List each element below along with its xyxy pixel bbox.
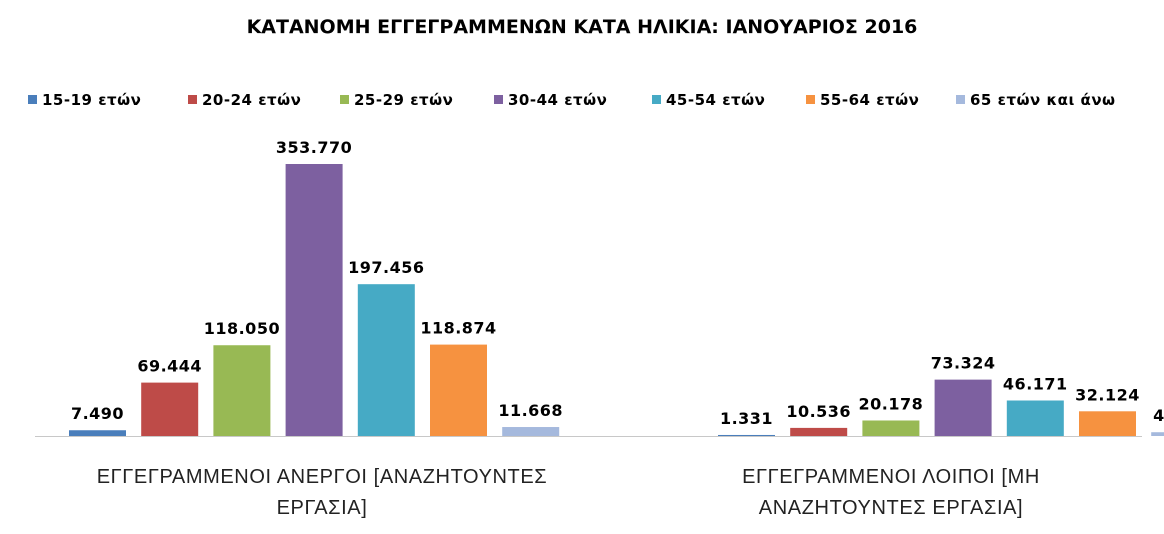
legend-swatch: [188, 95, 197, 104]
legend-label: 15-19 ετών: [42, 91, 141, 109]
bar: [430, 344, 487, 436]
legend-swatch: [494, 95, 503, 104]
category-label: ΕΡΓΑΣΙΑ]: [277, 497, 368, 519]
legend-swatch: [28, 95, 37, 104]
bar: [862, 420, 920, 436]
bar: [141, 382, 199, 436]
bar: [69, 430, 126, 436]
bar: [357, 284, 415, 436]
legend-swatch: [340, 95, 349, 104]
bar: [213, 345, 271, 436]
category-label: ΑΝΑΖΗΤΟΥΝΤΕΣ ΕΡΓΑΣΙΑ]: [759, 497, 1023, 519]
data-label: 1.331: [720, 409, 773, 428]
data-label: 73.324: [931, 354, 996, 373]
data-label: 69.444: [137, 357, 202, 376]
legend-label: 25-29 ετών: [354, 91, 453, 109]
legend-label: 30-44 ετών: [508, 91, 607, 109]
legend-swatch: [956, 95, 965, 104]
bar: [502, 427, 560, 436]
chart-title: ΚΑΤΑΝΟΜΗ ΕΓΓΕΓΡΑΜΜΕΝΩΝ ΚΑΤΑ ΗΛΙΚΙΑ: ΙΑΝΟ…: [247, 16, 918, 38]
legend-swatch: [652, 95, 661, 104]
data-label: 197.456: [348, 258, 424, 277]
data-label: 118.050: [204, 319, 280, 338]
bar: [1006, 400, 1064, 436]
bar: [934, 379, 992, 436]
legend-label: 65 ετών και άνω: [970, 91, 1116, 109]
category-axis: ΕΓΓΕΓΡΑΜΜΕΝΟΙ ΑΝΕΡΓΟΙ [ΑΝΑΖΗΤΟΥΝΤΕΣ ΕΡΓΑΣ…: [97, 466, 1040, 519]
legend: 15-19 ετών 20-24 ετών 25-29 ετών 30-44 ετών…: [28, 91, 1116, 109]
bar: [790, 427, 848, 436]
data-label: 32.124: [1075, 385, 1140, 404]
data-label: 10.536: [786, 402, 851, 421]
data-label: 118.874: [420, 319, 496, 338]
bar: [718, 434, 775, 436]
legend-label: 55-64 ετών: [820, 91, 919, 109]
bar: [1079, 411, 1136, 436]
data-label: 46.171: [1003, 375, 1068, 394]
bar: [285, 164, 343, 436]
legend-label: 20-24 ετών: [202, 91, 301, 109]
bar: [1151, 432, 1164, 436]
data-label: 11.668: [498, 401, 563, 420]
data-label: 7.490: [71, 404, 124, 423]
legend-label: 45-54 ετών: [666, 91, 765, 109]
data-label: 4.921: [1153, 406, 1164, 425]
data-label: 353.770: [276, 138, 352, 157]
plot-area: 7.490 1.331 69.444 10.536 118.050 20.178 353.7…: [69, 138, 1164, 436]
data-label: 20.178: [859, 394, 924, 413]
legend-swatch: [806, 95, 815, 104]
category-label: ΕΓΓΕΓΡΑΜΜΕΝΟΙ ΛΟΙΠΟΙ [ΜΗ: [742, 466, 1040, 488]
category-label: ΕΓΓΕΓΡΑΜΜΕΝΟΙ ΑΝΕΡΓΟΙ [ΑΝΑΖΗΤΟΥΝΤΕΣ: [97, 466, 548, 488]
